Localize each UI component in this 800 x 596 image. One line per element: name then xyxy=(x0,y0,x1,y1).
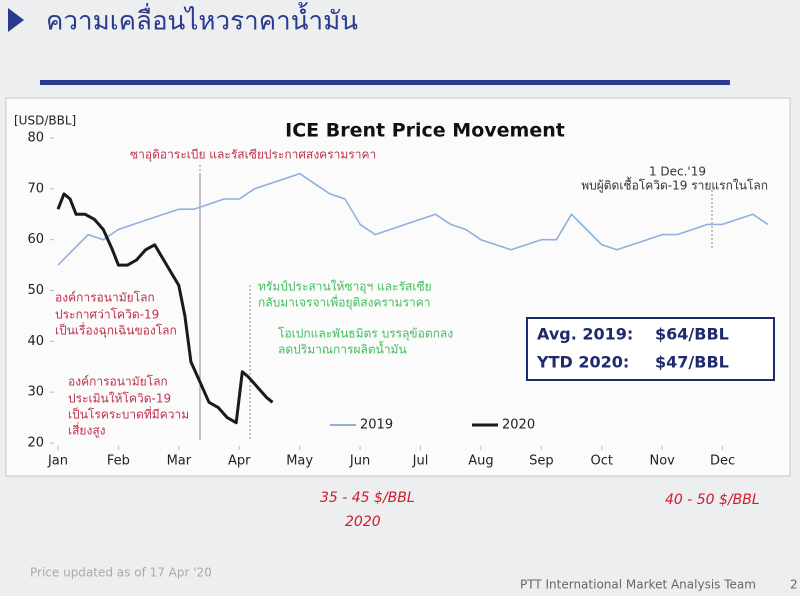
legend-label: 2019 xyxy=(360,418,393,433)
x-tick-label: Jan xyxy=(47,454,68,469)
x-tick-label: Jun xyxy=(349,454,370,469)
y-tick-label: 80 xyxy=(27,131,44,146)
x-tick-label: Oct xyxy=(591,454,613,469)
x-tick-label: Dec xyxy=(710,454,735,469)
series-line xyxy=(56,192,274,425)
x-tick-label: Aug xyxy=(468,454,493,469)
y-axis-label: [USD/BBL] xyxy=(14,114,76,128)
annotation: ทรัมป์ประสานให้ซาอุฯ และรัสเซีย xyxy=(258,280,432,295)
y-tick-label: 50 xyxy=(27,283,44,298)
summary-box xyxy=(526,317,775,381)
footer-note: Price updated as of 17 Apr '20 xyxy=(30,566,212,580)
page-number: 2 xyxy=(790,578,798,592)
summary-label: Avg. 2019: xyxy=(537,325,633,344)
x-tick-label: Sep xyxy=(529,454,554,469)
x-tick-label: Mar xyxy=(167,454,192,469)
annotation: 1 Dec.'19 xyxy=(649,165,706,179)
footer-team: PTT International Market Analysis Team xyxy=(520,578,756,592)
y-tick-label: 60 xyxy=(27,232,44,247)
chart-frame xyxy=(5,97,791,477)
series-line xyxy=(57,172,769,266)
annotation: ประเมินให้โควิด-19 xyxy=(68,392,171,406)
annotation: กลับมาเจรจาเพื่อยุติสงครามราคา xyxy=(258,294,431,311)
legend-label: 2020 xyxy=(502,418,535,433)
annotation: องค์การอนามัยโลก xyxy=(68,375,168,389)
summary-value: $64/BBL xyxy=(655,325,729,344)
annotation: เป็นโรคระบาดที่มีความ xyxy=(68,406,189,422)
x-tick-label: Feb xyxy=(107,454,130,469)
y-tick-label: 70 xyxy=(27,181,44,196)
x-tick-label: May xyxy=(286,454,313,469)
annotation: เป็นเรื่องฉุกเฉินของโลก xyxy=(55,322,177,339)
chart-title: ICE Brent Price Movement xyxy=(285,120,565,142)
y-tick-label: 20 xyxy=(27,436,44,451)
title-rule xyxy=(40,80,730,85)
annotation: องค์การอนามัยโลก xyxy=(55,291,155,305)
summary-label: YTD 2020: xyxy=(536,353,629,372)
x-tick-label: Apr xyxy=(228,454,251,469)
handwritten-note: 35 - 45 $/BBL xyxy=(320,490,415,506)
summary-value: $47/BBL xyxy=(655,353,729,372)
y-tick-label: 30 xyxy=(27,385,44,400)
annotation: ลดปริมาณการผลิตน้ำมัน xyxy=(278,341,407,357)
y-tick-label: 40 xyxy=(27,334,44,349)
handwritten-note: 40 - 50 $/BBL xyxy=(665,492,760,508)
x-tick-label: Nov xyxy=(649,454,675,469)
x-tick-label: Jul xyxy=(412,454,429,469)
handwritten-note: 2020 xyxy=(345,514,381,530)
slide-title: ความเคลื่อนไหวราคาน้ำมัน xyxy=(46,2,358,37)
annotation: ประกาศว่าโควิด-19 xyxy=(55,308,159,322)
annotation: โอเปกและพันธมิตร บรรลุข้อตกลง xyxy=(278,327,453,342)
title-arrow xyxy=(8,8,24,32)
annotation: เสี่ยงสูง xyxy=(68,422,106,439)
annotation: ซาอุดิอาระเบีย และรัสเซียประกาศสงครามราค… xyxy=(130,148,376,163)
annotation: พบผู้ติดเชื้อโควิด-19 รายแรกในโลก xyxy=(581,177,768,194)
